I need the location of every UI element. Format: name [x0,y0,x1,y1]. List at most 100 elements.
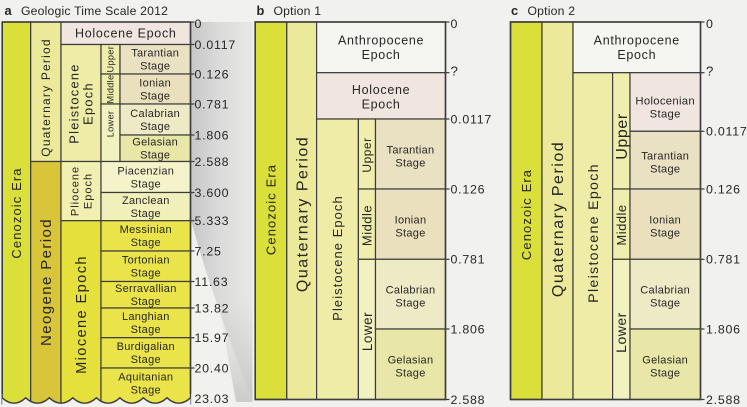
svg-text:Stage: Stage [131,268,161,280]
svg-text:Lower: Lower [106,111,116,138]
svg-text:Stage: Stage [140,61,170,73]
svg-text:Cenozoic Era: Cenozoic Era [519,169,534,260]
svg-text:Gelasian: Gelasian [642,355,688,367]
svg-text:Stage: Stage [131,296,161,308]
svg-text:Gelasian: Gelasian [388,355,434,367]
svg-text:0: 0 [195,17,203,31]
svg-text:Cenozoic Era: Cenozoic Era [9,167,24,258]
svg-text:Upper: Upper [614,113,631,160]
svg-text:0.781: 0.781 [195,97,230,111]
svg-text:Langhian: Langhian [122,311,170,323]
svg-text:Anthropocene: Anthropocene [338,34,424,48]
svg-text:0: 0 [451,17,459,31]
svg-text:Stage: Stage [650,109,681,121]
svg-text:Ionian: Ionian [139,77,171,89]
svg-text:Epoch: Epoch [362,48,401,62]
svg-text:Stage: Stage [131,237,161,249]
svg-text:c: c [511,3,518,18]
svg-text:0.126: 0.126 [451,182,486,196]
svg-text:1.806: 1.806 [706,322,741,336]
svg-text:Stage: Stage [131,384,161,396]
svg-text:Geologic Time Scale 2012: Geologic Time Scale 2012 [21,4,168,18]
svg-text:Holocenian: Holocenian [635,96,695,108]
svg-text:Ionian: Ionian [395,215,427,227]
svg-text:a: a [5,3,13,18]
svg-text:1.806: 1.806 [451,322,486,336]
svg-text:Calabrian: Calabrian [640,285,690,297]
svg-text:Stage: Stage [650,228,680,240]
svg-text:Quaternary Period: Quaternary Period [550,141,567,297]
svg-text:Upper: Upper [360,137,374,172]
svg-text:Gelasian: Gelasian [132,137,178,149]
svg-text:Stage: Stage [140,90,170,102]
svg-text:Lower: Lower [360,312,375,351]
svg-text:Stage: Stage [131,208,161,220]
svg-text:23.03: 23.03 [195,392,230,406]
svg-text:Miocene Epoch: Miocene Epoch [74,255,90,374]
svg-text:Epoch: Epoch [362,98,401,112]
svg-text:Pliocene: Pliocene [69,166,81,216]
svg-text:0.0117: 0.0117 [195,38,236,52]
svg-text:Epoch: Epoch [82,173,94,209]
svg-text:Holocene: Holocene [352,83,410,97]
svg-text:Stage: Stage [395,157,425,169]
svg-text:0.126: 0.126 [706,182,741,196]
svg-text:13.82: 13.82 [195,301,230,315]
svg-text:Stage: Stage [131,178,161,190]
svg-text:2.588: 2.588 [195,155,230,169]
svg-text:11.63: 11.63 [195,275,229,289]
svg-text:Middle: Middle [360,205,375,246]
svg-text:Quaternary Period: Quaternary Period [39,38,53,156]
svg-text:Epoch: Epoch [80,82,95,125]
svg-text:Stage: Stage [140,150,170,162]
svg-text:Option 1: Option 1 [274,4,322,18]
svg-text:Zanclean: Zanclean [122,195,170,207]
svg-text:Messinian: Messinian [120,224,172,236]
svg-text:Stage: Stage [131,324,161,336]
svg-text:7.25: 7.25 [195,244,222,258]
svg-text:0.0117: 0.0117 [451,112,492,126]
svg-text:0.0117: 0.0117 [706,125,747,139]
svg-text:Aquitanian: Aquitanian [118,371,173,383]
svg-text:?: ? [706,64,714,79]
svg-text:2.588: 2.588 [706,393,741,407]
svg-text:Stage: Stage [395,368,425,380]
svg-text:0.126: 0.126 [195,67,230,81]
svg-text:2.588: 2.588 [451,393,486,407]
svg-text:Middle: Middle [614,204,629,245]
svg-text:Neogene Period: Neogene Period [38,218,55,346]
svg-text:?: ? [451,64,459,79]
svg-text:Tarantian: Tarantian [387,144,435,156]
svg-text:0.781: 0.781 [451,253,486,267]
svg-text:Calabrian: Calabrian [130,108,180,120]
svg-text:5.333: 5.333 [195,214,230,228]
svg-text:Calabrian: Calabrian [386,285,436,297]
svg-text:0.781: 0.781 [706,253,741,267]
svg-text:Piacenzian: Piacenzian [117,165,174,177]
svg-text:Anthropocene: Anthropocene [594,34,680,48]
svg-text:Middle: Middle [106,75,116,104]
svg-text:Ionian: Ionian [649,215,681,227]
svg-text:Option 2: Option 2 [528,4,576,18]
svg-text:20.40: 20.40 [195,361,230,375]
svg-text:Stage: Stage [650,298,680,310]
svg-text:Epoch: Epoch [617,48,656,62]
svg-text:Stage: Stage [395,298,425,310]
svg-text:1.806: 1.806 [195,128,230,142]
svg-text:Quaternary Period: Quaternary Period [294,136,311,292]
svg-text:Holocene Epoch: Holocene Epoch [75,27,177,41]
svg-text:Pleistocene Epoch: Pleistocene Epoch [586,163,602,303]
svg-text:Stage: Stage [650,164,680,176]
svg-text:Stage: Stage [140,121,170,133]
svg-text:0: 0 [706,17,714,31]
svg-text:Burdigalian: Burdigalian [117,341,175,353]
svg-text:15.97: 15.97 [195,331,230,345]
svg-text:Stage: Stage [131,354,161,366]
svg-text:Pleistocene: Pleistocene [67,63,82,143]
svg-text:3.600: 3.600 [195,186,230,200]
svg-text:Lower: Lower [613,312,629,353]
svg-text:Pleistocene Epoch: Pleistocene Epoch [330,195,345,320]
svg-text:Serravallian: Serravallian [115,283,177,295]
svg-text:Stage: Stage [650,368,680,380]
svg-text:b: b [257,3,265,18]
